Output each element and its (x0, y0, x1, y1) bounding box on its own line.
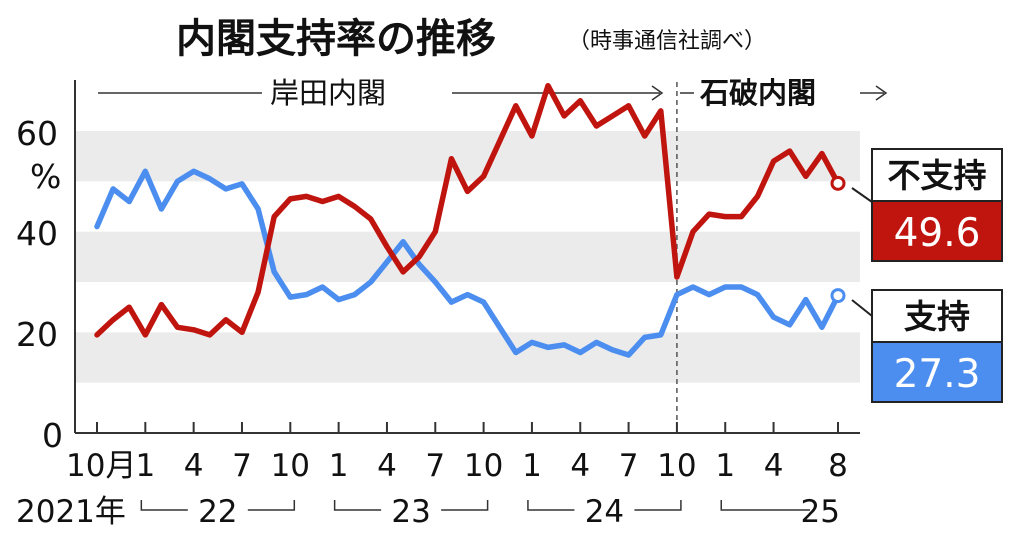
approve-latest-value: 27.3 (894, 352, 981, 397)
disapprove-leader-line (851, 187, 873, 203)
era-label-ishiba: 石破内閣 (699, 76, 816, 110)
approve-end-marker (830, 288, 846, 304)
y-tick-label: 20 (16, 315, 58, 354)
y-tick-label: 60 (16, 114, 58, 153)
approve-series-name: 支持 (904, 297, 970, 336)
year-bracket-right (441, 500, 489, 511)
approve-value-box (871, 341, 1003, 403)
approve-name-box (871, 289, 1003, 343)
x-tick-label: 1 (329, 448, 349, 484)
disapprove-line (94, 82, 841, 338)
disapprove-name-box (871, 148, 1003, 202)
series-lines (94, 82, 846, 358)
x-tick-label: 7 (619, 448, 639, 484)
x-tick-label: 10 (271, 448, 310, 484)
disapprove-end-marker (830, 175, 846, 191)
year-label: 23 (391, 494, 430, 530)
year-labels: 2021年 22 23 24 25 (16, 494, 840, 530)
disapprove-latest-value: 49.6 (894, 211, 981, 256)
ishiba-arrow-icon (875, 85, 888, 101)
year-label: 2021年 (16, 494, 126, 530)
year-bracket-right (634, 500, 682, 511)
x-tick-label: 10 (657, 448, 696, 484)
y-unit-label: % (30, 157, 61, 196)
background-band (75, 332, 860, 383)
x-tick-label: 1 (135, 448, 155, 484)
x-tick-label: 8 (828, 448, 848, 484)
year-label: 22 (198, 494, 237, 530)
disapprove-value-box (871, 200, 1003, 262)
year-label: 25 (801, 494, 840, 530)
x-tick-label: 1 (522, 448, 542, 484)
x-tick-label: 7 (232, 448, 252, 484)
disapprove-series-name: 不支持 (888, 156, 987, 195)
x-tick-label: 4 (377, 448, 397, 484)
year-bracket-left (140, 500, 188, 511)
chart-title: 内閣支持率の推移 (176, 16, 496, 62)
era-label-kishida: 岸田内閣 (270, 76, 386, 110)
x-tick-label: 10月 (66, 448, 136, 484)
y-tick-label: 40 (16, 214, 58, 253)
y-tick-label: 0 (42, 416, 63, 455)
year-bracket-left (720, 500, 810, 511)
x-tick-label: 10 (464, 448, 503, 484)
x-tick-label: 4 (184, 448, 204, 484)
approve-leader-line (851, 299, 873, 317)
year-bracket-left (333, 500, 382, 511)
x-tick-label: 1 (715, 448, 735, 484)
year-bracket-right (247, 500, 296, 511)
x-tick-label: 4 (764, 448, 784, 484)
x-tick-label: 4 (570, 448, 590, 484)
approve-line (94, 168, 841, 358)
value-labels: 不支持 49.6 支持 27.3 (851, 148, 1003, 403)
year-bracket-left (527, 500, 575, 511)
background-band (75, 231, 860, 282)
chart-subtitle: （時事通信社調べ） (568, 29, 766, 54)
x-tick-label: 7 (425, 448, 445, 484)
year-label: 24 (585, 494, 624, 530)
era-header: 岸田内閣 石破内閣 (98, 76, 888, 110)
x-tick-labels: 10月 1 4 7 10 1 4 7 10 1 4 7 10 1 4 8 (66, 448, 848, 484)
background-bands (75, 131, 860, 383)
kishida-arrow-icon (651, 85, 664, 101)
background-band (75, 131, 860, 182)
x-ticks (96, 422, 839, 433)
